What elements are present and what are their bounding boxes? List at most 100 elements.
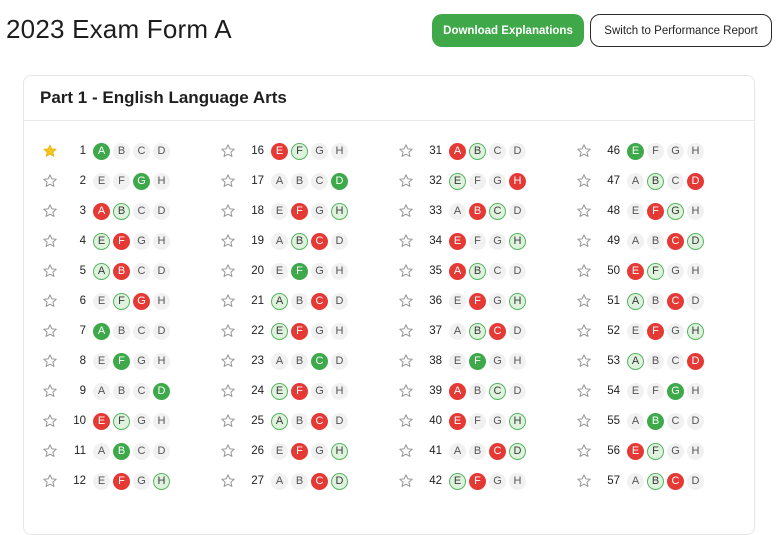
answer-bubble[interactable]: B xyxy=(647,412,664,430)
answer-bubble[interactable]: E xyxy=(271,262,288,280)
answer-bubble[interactable]: H xyxy=(687,442,704,460)
answer-bubble[interactable]: C xyxy=(311,292,328,310)
answer-bubble[interactable]: H xyxy=(153,292,170,310)
star-icon[interactable] xyxy=(398,203,414,219)
answer-bubble[interactable]: A xyxy=(93,382,110,400)
answer-bubble[interactable]: B xyxy=(113,262,130,280)
star-icon[interactable] xyxy=(220,323,236,339)
answer-bubble[interactable]: F xyxy=(291,442,308,460)
answer-bubble[interactable]: G xyxy=(667,202,684,220)
answer-bubble[interactable]: G xyxy=(489,352,506,370)
answer-bubble[interactable]: F xyxy=(647,442,664,460)
star-icon[interactable] xyxy=(42,173,58,189)
star-icon[interactable] xyxy=(220,383,236,399)
answer-bubble[interactable]: G xyxy=(311,322,328,340)
star-icon[interactable] xyxy=(576,323,592,339)
answer-bubble[interactable]: F xyxy=(647,382,664,400)
answer-bubble[interactable]: C xyxy=(311,412,328,430)
answer-bubble[interactable]: B xyxy=(291,352,308,370)
answer-bubble[interactable]: C xyxy=(489,262,506,280)
answer-bubble[interactable]: H xyxy=(687,202,704,220)
star-icon[interactable] xyxy=(42,233,58,249)
star-icon[interactable] xyxy=(398,323,414,339)
answer-bubble[interactable]: F xyxy=(469,172,486,190)
answer-bubble[interactable]: E xyxy=(93,172,110,190)
answer-bubble[interactable]: F xyxy=(647,322,664,340)
answer-bubble[interactable]: H xyxy=(509,232,526,250)
answer-bubble[interactable]: D xyxy=(153,322,170,340)
answer-bubble[interactable]: H xyxy=(509,412,526,430)
answer-bubble[interactable]: A xyxy=(93,262,110,280)
answer-bubble[interactable]: E xyxy=(627,442,644,460)
answer-bubble[interactable]: B xyxy=(291,292,308,310)
answer-bubble[interactable]: D xyxy=(687,172,704,190)
answer-bubble[interactable]: F xyxy=(647,142,664,160)
answer-bubble[interactable]: D xyxy=(509,262,526,280)
answer-bubble[interactable]: D xyxy=(509,382,526,400)
answer-bubble[interactable]: F xyxy=(469,352,486,370)
answer-bubble[interactable]: B xyxy=(291,232,308,250)
star-icon[interactable] xyxy=(576,353,592,369)
answer-bubble[interactable]: D xyxy=(687,352,704,370)
answer-bubble[interactable]: B xyxy=(469,322,486,340)
answer-bubble[interactable]: D xyxy=(153,442,170,460)
answer-bubble[interactable]: F xyxy=(113,472,130,490)
answer-bubble[interactable]: E xyxy=(449,172,466,190)
answer-bubble[interactable]: E xyxy=(93,232,110,250)
answer-bubble[interactable]: E xyxy=(627,142,644,160)
star-icon[interactable] xyxy=(42,203,58,219)
answer-bubble[interactable]: A xyxy=(627,412,644,430)
answer-bubble[interactable]: D xyxy=(687,472,704,490)
answer-bubble[interactable]: C xyxy=(311,172,328,190)
star-icon[interactable] xyxy=(220,233,236,249)
answer-bubble[interactable]: G xyxy=(489,292,506,310)
answer-bubble[interactable]: G xyxy=(489,472,506,490)
download-explanations-button[interactable]: Download Explanations xyxy=(432,14,584,47)
answer-bubble[interactable]: E xyxy=(93,352,110,370)
answer-bubble[interactable]: D xyxy=(509,442,526,460)
answer-bubble[interactable]: F xyxy=(647,262,664,280)
answer-bubble[interactable]: F xyxy=(291,202,308,220)
answer-bubble[interactable]: E xyxy=(271,142,288,160)
star-icon[interactable] xyxy=(220,203,236,219)
answer-bubble[interactable]: B xyxy=(113,202,130,220)
answer-bubble[interactable]: A xyxy=(271,292,288,310)
answer-bubble[interactable]: E xyxy=(449,352,466,370)
answer-bubble[interactable]: F xyxy=(469,292,486,310)
answer-bubble[interactable]: G xyxy=(489,412,506,430)
star-icon[interactable] xyxy=(42,443,58,459)
answer-bubble[interactable]: A xyxy=(449,202,466,220)
answer-bubble[interactable]: E xyxy=(449,232,466,250)
answer-bubble[interactable]: D xyxy=(153,382,170,400)
answer-bubble[interactable]: G xyxy=(133,412,150,430)
answer-bubble[interactable]: G xyxy=(311,202,328,220)
answer-bubble[interactable]: C xyxy=(489,142,506,160)
answer-bubble[interactable]: E xyxy=(449,292,466,310)
answer-bubble[interactable]: C xyxy=(133,262,150,280)
star-icon[interactable] xyxy=(398,143,414,159)
star-icon[interactable] xyxy=(398,353,414,369)
answer-bubble[interactable]: G xyxy=(667,442,684,460)
answer-bubble[interactable]: A xyxy=(627,472,644,490)
answer-bubble[interactable]: F xyxy=(113,172,130,190)
answer-bubble[interactable]: E xyxy=(93,292,110,310)
answer-bubble[interactable]: G xyxy=(311,442,328,460)
answer-bubble[interactable]: H xyxy=(687,262,704,280)
answer-bubble[interactable]: E xyxy=(271,322,288,340)
star-icon[interactable] xyxy=(42,473,58,489)
star-icon[interactable] xyxy=(220,263,236,279)
answer-bubble[interactable]: D xyxy=(331,412,348,430)
answer-bubble[interactable]: F xyxy=(291,262,308,280)
answer-bubble[interactable]: C xyxy=(667,472,684,490)
star-icon[interactable] xyxy=(220,293,236,309)
star-icon[interactable] xyxy=(398,263,414,279)
star-icon[interactable] xyxy=(42,293,58,309)
answer-bubble[interactable]: D xyxy=(509,202,526,220)
answer-bubble[interactable]: A xyxy=(271,232,288,250)
star-icon[interactable] xyxy=(42,383,58,399)
answer-bubble[interactable]: C xyxy=(133,322,150,340)
answer-bubble[interactable]: B xyxy=(113,322,130,340)
answer-bubble[interactable]: H xyxy=(331,322,348,340)
star-icon[interactable] xyxy=(220,173,236,189)
answer-bubble[interactable]: B xyxy=(647,172,664,190)
